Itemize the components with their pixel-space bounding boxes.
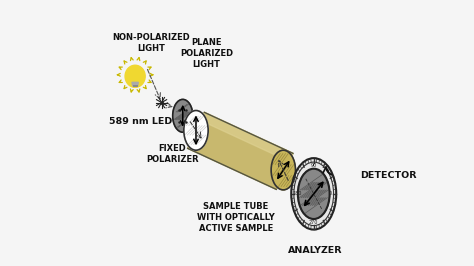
Text: ANALYZER: ANALYZER — [288, 246, 342, 255]
Ellipse shape — [291, 158, 336, 230]
Ellipse shape — [125, 65, 145, 87]
Text: DETECTOR: DETECTOR — [360, 171, 417, 180]
Ellipse shape — [271, 150, 295, 190]
Polygon shape — [132, 82, 138, 86]
Text: 270: 270 — [309, 220, 319, 225]
Text: 90: 90 — [310, 163, 317, 168]
Text: 589 nm LED: 589 nm LED — [109, 117, 172, 126]
Ellipse shape — [173, 99, 193, 132]
Ellipse shape — [298, 169, 329, 219]
Polygon shape — [188, 112, 293, 189]
Polygon shape — [201, 112, 293, 161]
Text: NON-POLARIZED
LIGHT: NON-POLARIZED LIGHT — [112, 33, 190, 53]
Text: PLANE
POLARIZED
LIGHT: PLANE POLARIZED LIGHT — [180, 38, 233, 69]
Ellipse shape — [184, 110, 208, 150]
Text: FIXED
POLARIZER: FIXED POLARIZER — [146, 144, 199, 164]
Text: 180: 180 — [292, 191, 302, 196]
Text: SAMPLE TUBE
WITH OPTICALLY
ACTIVE SAMPLE: SAMPLE TUBE WITH OPTICALLY ACTIVE SAMPLE — [197, 202, 274, 233]
Text: 0: 0 — [329, 191, 332, 196]
